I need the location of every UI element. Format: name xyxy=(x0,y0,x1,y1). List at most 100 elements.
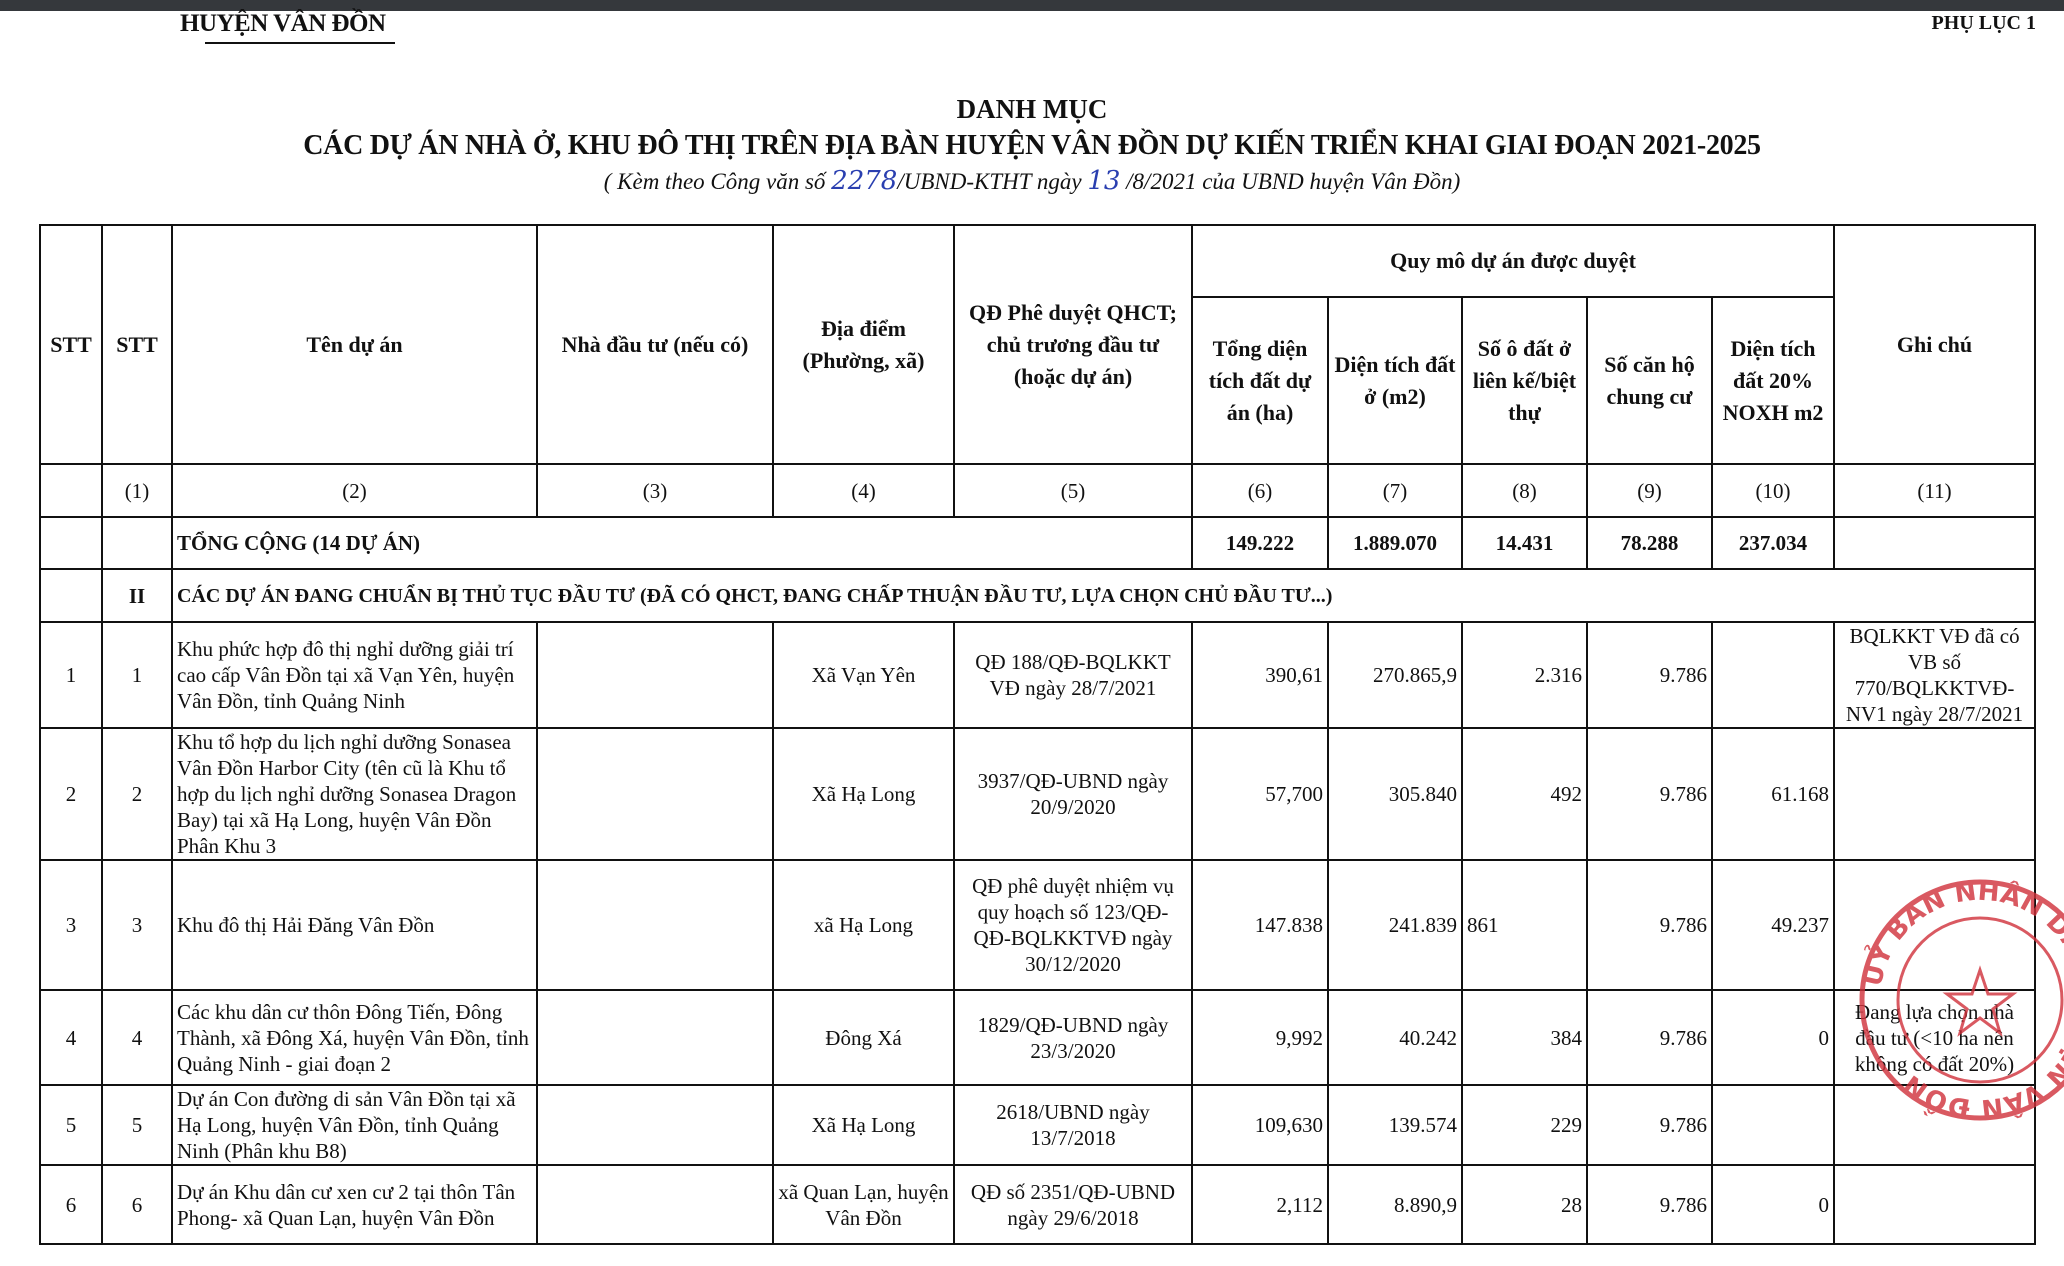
total-row: TỔNG CỘNG (14 DỰ ÁN) 149.222 1.889.070 1… xyxy=(39,516,2037,570)
handwritten-number: 2278 xyxy=(831,166,898,196)
cell-name: Dự án Khu dân cư xen cư 2 tại thôn Tân P… xyxy=(171,1164,538,1245)
cell-plots: 384 xyxy=(1461,989,1588,1086)
cell-name: Các khu dân cư thôn Đông Tiến, Đông Thàn… xyxy=(171,989,538,1086)
header-approved-scale: Quy mô dự án được duyệt xyxy=(1190,224,1836,298)
cell-decision: QĐ phê duyệt nhiệm vụ quy hoạch số 123/Q… xyxy=(953,859,1193,991)
cell-name: Khu đô thị Hải Đăng Vân Đồn xyxy=(171,859,538,991)
cell-note xyxy=(1833,859,2037,991)
document-title: DANH MỤC xyxy=(956,94,1108,124)
header-row-2: Tổng diện tích đất dự án (ha) Diện tích … xyxy=(40,296,2035,465)
header-residential-area: Diện tích đất ở (m2) xyxy=(1327,296,1463,465)
cell-social-area: 61.168 xyxy=(1710,727,1836,861)
column-number: (9) xyxy=(1586,463,1713,518)
header-row-1: STT STT Tên dự án Nhà đầu tư (nếu có) Đị… xyxy=(39,224,2037,465)
viewer-top-bar xyxy=(0,0,2064,11)
cell-apartments: 9.786 xyxy=(1586,727,1713,861)
cell-location: xã Quan Lạn, huyện Vân Đồn xyxy=(772,1164,955,1245)
header-apartments: Số căn hộ chung cư xyxy=(1586,296,1713,465)
cell-location: Xã Hạ Long xyxy=(772,727,955,861)
column-number: (6) xyxy=(1191,463,1329,518)
cell-plots: 861 xyxy=(1461,859,1588,991)
cell-name: Khu phức hợp đô thị nghỉ dưỡng giải trí … xyxy=(171,621,538,729)
header-plots: Số ô đất ở liên kế/biệt thự xyxy=(1461,296,1588,465)
cell-apartments: 9.786 xyxy=(1586,859,1713,991)
cell-plots: 28 xyxy=(1461,1164,1588,1245)
cell-investor xyxy=(536,621,774,729)
cell-note: Đang lựa chọn nhà đầu tư (<10 ha nên khô… xyxy=(1833,989,2037,1086)
cell-res-area: 270.865,9 xyxy=(1327,621,1463,729)
column-number: (5) xyxy=(953,463,1193,518)
cell-res-area: 241.839 xyxy=(1327,859,1463,991)
header-stt-1: STT xyxy=(39,224,103,465)
cell-investor xyxy=(536,859,774,991)
cell-plots: 492 xyxy=(1461,727,1588,861)
cell-total-area: 2,112 xyxy=(1191,1164,1329,1245)
cell-res-area: 139.574 xyxy=(1327,1084,1463,1166)
cell-social-area: 49.237 xyxy=(1710,859,1836,991)
cell-decision: QĐ số 2351/QĐ-UBND ngày 29/6/2018 xyxy=(953,1164,1193,1245)
cell-apartments: 9.786 xyxy=(1586,621,1713,729)
cell-total-area: 109,630 xyxy=(1191,1084,1329,1166)
cell-stt1: 4 xyxy=(39,989,103,1086)
organization-name: HUYỆN VÂN ĐỒN xyxy=(180,10,386,37)
cell-stt2: 2 xyxy=(101,727,173,861)
total-social-area: 237.034 xyxy=(1710,516,1836,570)
total-stt-blank xyxy=(39,516,103,570)
cell-location: Đông Xá xyxy=(772,989,955,1086)
reference-middle: /UBND-KTHT ngày xyxy=(897,169,1088,194)
cell-note xyxy=(1833,1084,2037,1166)
cell-social-area xyxy=(1710,1084,1836,1166)
organization-underline xyxy=(205,42,395,44)
cell-plots: 2.316 xyxy=(1461,621,1588,729)
cell-stt2: 6 xyxy=(101,1164,173,1245)
column-number-blank xyxy=(39,463,103,518)
cell-stt1: 2 xyxy=(39,727,103,861)
cell-stt1: 5 xyxy=(39,1084,103,1166)
column-number: (11) xyxy=(1833,463,2037,518)
cell-note: BQLKKT VĐ đã có VB số 770/BQLKKTVĐ-NV1 n… xyxy=(1833,621,2037,729)
section-row: II CÁC DỰ ÁN ĐANG CHUẨN BỊ THỦ TỤC ĐẦU T… xyxy=(39,568,2037,623)
cell-stt1: 6 xyxy=(39,1164,103,1245)
annex-label: PHỤ LỤC 1 xyxy=(1931,12,2036,34)
cell-social-area: 0 xyxy=(1710,1164,1836,1245)
cell-investor xyxy=(536,1084,774,1166)
total-apartments: 78.288 xyxy=(1586,516,1713,570)
reference-prefix: ( Kèm theo Công văn số xyxy=(603,169,832,194)
total-residential-area: 1.889.070 xyxy=(1327,516,1463,570)
cell-decision: 1829/QĐ-UBND ngày 23/3/2020 xyxy=(953,989,1193,1086)
handwritten-day: 13 xyxy=(1087,166,1121,196)
cell-stt2: 4 xyxy=(101,989,173,1086)
column-number: (3) xyxy=(536,463,774,518)
table-row: 1 1 Khu phức hợp đô thị nghỉ dưỡng giải tr… xyxy=(39,621,2037,729)
document-subtitle: CÁC DỰ ÁN NHÀ Ở, KHU ĐÔ THỊ TRÊN ĐỊA BÀN… xyxy=(303,130,1761,161)
cell-stt2: 1 xyxy=(101,621,173,729)
cell-investor xyxy=(536,989,774,1086)
total-plots: 14.431 xyxy=(1461,516,1588,570)
table-row: 3 3 Khu đô thị Hải Đăng Vân Đồn xã Hạ Long Q… xyxy=(39,859,2037,991)
total-stt-blank xyxy=(101,516,173,570)
header-location: Địa điểm (Phường, xã) xyxy=(772,224,955,465)
cell-res-area: 305.840 xyxy=(1327,727,1463,861)
section-blank xyxy=(39,568,103,623)
cell-investor xyxy=(536,1164,774,1245)
header-decision: QĐ Phê duyệt QHCT; chủ trương đầu tư (ho… xyxy=(953,224,1193,465)
cell-plots: 229 xyxy=(1461,1084,1588,1166)
header-note: Ghi chú xyxy=(1833,224,2037,465)
cell-stt1: 1 xyxy=(39,621,103,729)
cell-social-area: 0 xyxy=(1710,989,1836,1086)
total-label: TỔNG CỘNG (14 DỰ ÁN) xyxy=(171,516,1193,570)
column-number: (8) xyxy=(1461,463,1588,518)
section-label: CÁC DỰ ÁN ĐANG CHUẨN BỊ THỦ TỤC ĐẦU TƯ (… xyxy=(170,568,2037,623)
cell-location: Xã Vạn Yên xyxy=(772,621,955,729)
cell-name: Khu tổ hợp du lịch nghỉ dưỡng Sonasea Vâ… xyxy=(171,727,538,861)
cell-apartments: 9.786 xyxy=(1586,989,1713,1086)
table-row: 6 6 Dự án Khu dân cư xen cư 2 tại thôn Tân… xyxy=(39,1164,2037,1245)
column-number: (7) xyxy=(1327,463,1463,518)
column-number: (10) xyxy=(1710,463,1836,518)
cell-stt2: 5 xyxy=(101,1084,173,1166)
total-note xyxy=(1833,516,2037,570)
cell-location: Xã Hạ Long xyxy=(772,1084,955,1166)
header-social-housing-area: Diện tích đất 20% NOXH m2 xyxy=(1710,296,1836,465)
cell-social-area xyxy=(1710,621,1836,729)
cell-note xyxy=(1833,727,2037,861)
